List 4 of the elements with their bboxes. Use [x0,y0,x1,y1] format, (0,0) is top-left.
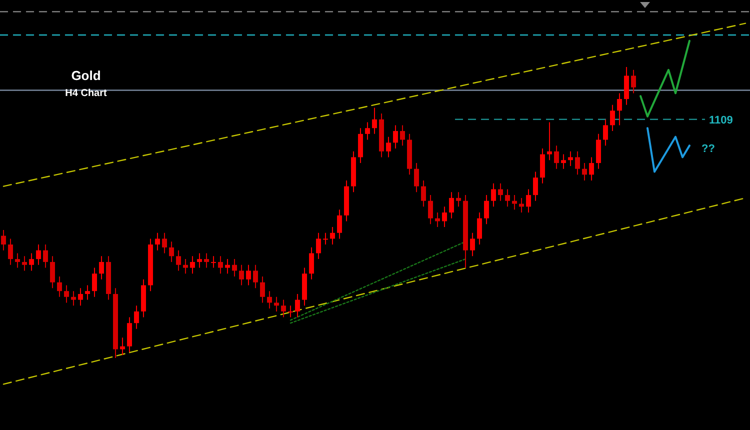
annotation: ?? [702,142,716,155]
text: H4 Chart [65,88,108,99]
annotation: 1109 [709,114,733,126]
chart-title: Gold [71,68,101,83]
